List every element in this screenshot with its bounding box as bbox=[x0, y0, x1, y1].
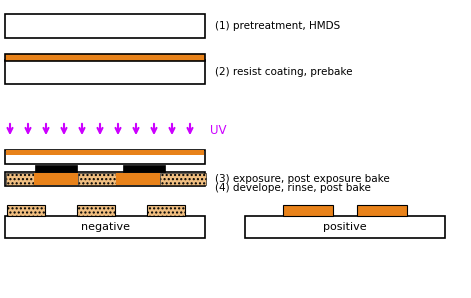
Bar bbox=[5, 150, 205, 164]
Bar bbox=[5, 14, 205, 38]
Bar bbox=[5, 54, 205, 61]
Bar bbox=[5, 172, 205, 186]
Text: negative: negative bbox=[81, 222, 130, 232]
Text: (1) pretreatment, HMDS: (1) pretreatment, HMDS bbox=[215, 21, 340, 31]
Text: (4) develope, rinse, post bake: (4) develope, rinse, post bake bbox=[215, 183, 371, 193]
Text: positive: positive bbox=[323, 222, 367, 232]
Bar bbox=[283, 205, 333, 216]
Bar bbox=[123, 165, 165, 172]
Bar bbox=[7, 205, 45, 216]
Bar bbox=[5, 216, 205, 238]
Bar bbox=[357, 205, 407, 216]
Bar bbox=[34, 173, 78, 185]
Bar bbox=[160, 173, 206, 185]
Bar bbox=[5, 60, 205, 84]
Bar bbox=[116, 173, 160, 185]
Bar bbox=[147, 205, 185, 216]
Text: (2) resist coating, prebake: (2) resist coating, prebake bbox=[215, 67, 352, 77]
Text: UV: UV bbox=[210, 123, 227, 136]
Bar bbox=[6, 150, 204, 155]
Bar bbox=[35, 165, 77, 172]
Bar bbox=[78, 173, 116, 185]
Text: (3) exposure, post exposure bake: (3) exposure, post exposure bake bbox=[215, 174, 390, 184]
Bar bbox=[6, 173, 34, 185]
Bar bbox=[245, 216, 445, 238]
Bar bbox=[77, 205, 115, 216]
